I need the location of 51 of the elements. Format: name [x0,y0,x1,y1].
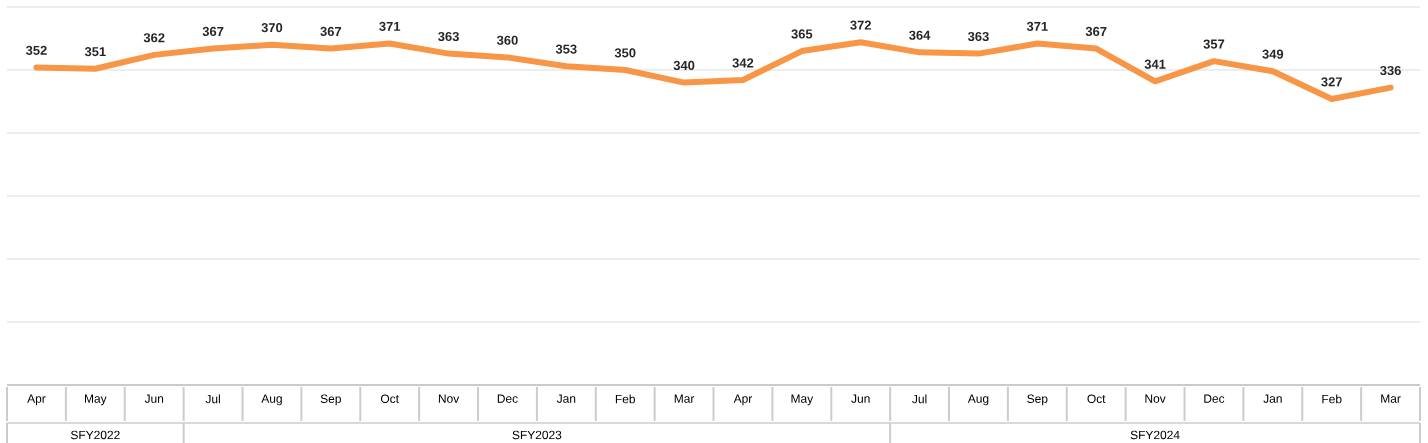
x-tick-label: Jul [205,394,220,404]
x-tick-label: Apr [733,394,753,406]
data-label: 364 [909,30,931,40]
x-tick-label: Oct [1087,394,1106,403]
x-tick-label: May [791,394,814,406]
x-tick-label: Apr [27,394,46,406]
data-label: 363 [438,31,459,42]
data-label: 340 [673,60,695,71]
data-label: 327 [1321,77,1342,87]
x-tick-label: Jun [144,394,164,403]
x-tick-label: Dec [1204,394,1225,403]
data-label: 371 [379,21,401,31]
x-tick-label: Aug [967,394,989,406]
x-tick-label: Dec [497,394,518,403]
text: SFY2024 [1130,430,1180,440]
data-label: 371 [1026,21,1048,31]
x-tick-label: Jul [912,394,927,404]
x-tick-label: Nov [1145,394,1166,403]
text: SFY2023 [512,430,562,440]
data-label: 370 [261,23,283,33]
data-label: 362 [143,33,165,43]
data-label: 349 [1262,49,1284,59]
data-label: 336 [1380,65,1401,76]
x-tick-label: Feb [1322,394,1342,404]
data-label: 363 [967,31,989,42]
data-label: 365 [791,29,813,39]
text: SFY2022 [70,430,120,440]
x-tick-label: Sep [320,394,341,406]
data-label: 352 [25,45,47,55]
x-tick-label: Jun [851,394,870,403]
data-label: 342 [732,58,754,68]
x-tick-label: Mar [1381,394,1401,403]
x-tick-label: Aug [261,394,282,406]
x-tick-label: Oct [380,394,399,403]
data-label: 357 [1203,39,1225,49]
x-tick-label: Feb [615,394,635,404]
data-label: 367 [202,26,224,37]
data-label: 367 [1085,26,1107,37]
x-tick-label: Mar [674,394,695,403]
data-label: 367 [320,26,342,37]
x-tick-label: Jan [556,394,576,403]
data-label: 372 [850,20,871,30]
data-label: 350 [614,48,636,58]
data-label: 360 [496,35,518,45]
data-label: 353 [555,44,577,54]
x-tick-label: May [85,394,107,406]
data-label: 351 [84,47,106,57]
x-tick-label: Nov [438,394,460,403]
x-tick-label: Jan [1263,394,1282,403]
x-tick-label: Sep [1027,394,1048,406]
data-label: 341 [1144,59,1166,69]
